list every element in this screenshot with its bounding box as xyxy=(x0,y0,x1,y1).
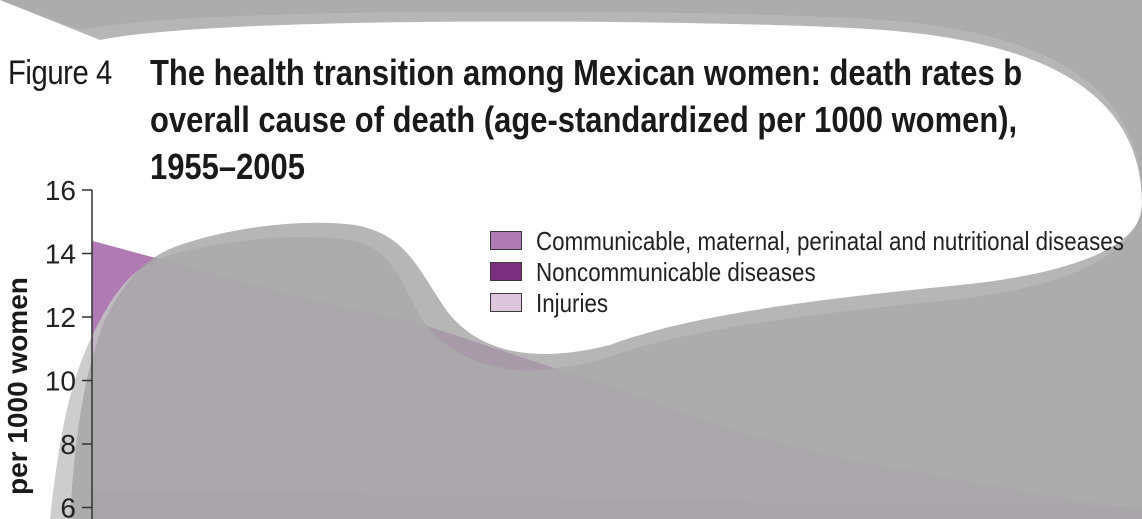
y-tick-label: 8 xyxy=(60,429,76,460)
y-axis-label: per 1000 women xyxy=(2,277,33,495)
y-tick-label: 10 xyxy=(45,366,76,397)
title-line-1: The health transition among Mexican wome… xyxy=(150,52,1023,93)
y-axis: 16 14 12 10 8 6 xyxy=(45,175,93,519)
legend-label-injuries: Injuries xyxy=(536,288,609,318)
legend-label-communicable: Communicable, maternal, perinatal and nu… xyxy=(536,226,1124,256)
title-line-3: 1955–2005 xyxy=(150,146,305,187)
y-tick-label: 6 xyxy=(60,493,76,519)
figure-label: Figure 4 xyxy=(8,54,112,92)
y-tick-label: 12 xyxy=(45,302,76,333)
legend-swatch-noncommunicable xyxy=(490,262,522,281)
legend-label-noncommunicable: Noncommunicable diseases xyxy=(536,257,816,287)
y-tick-label: 14 xyxy=(45,239,76,270)
title-line-2: overall cause of death (age-standardized… xyxy=(150,99,1018,140)
y-tick-label: 16 xyxy=(45,175,76,206)
legend-swatch-injuries xyxy=(490,293,522,312)
legend-swatch-communicable xyxy=(490,231,522,250)
